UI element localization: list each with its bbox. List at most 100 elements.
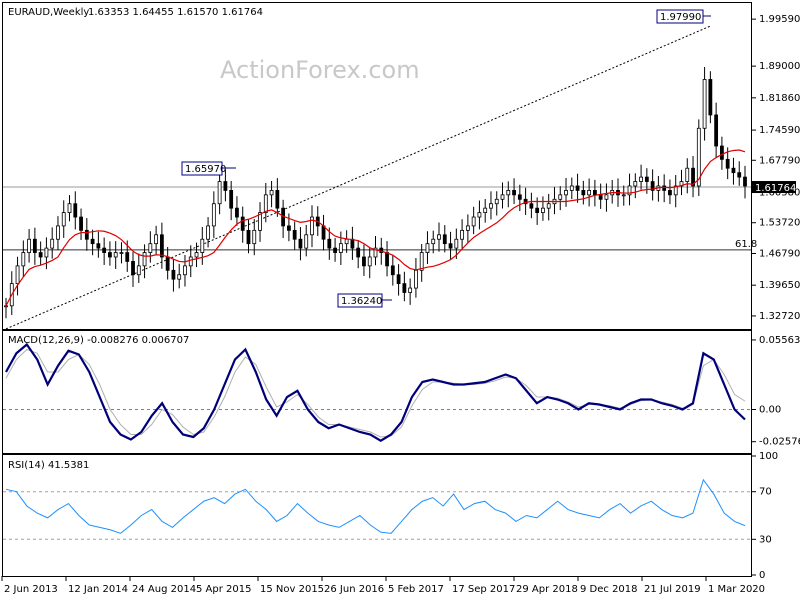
price-candle-body: [235, 207, 239, 218]
price-candle-body: [79, 216, 83, 231]
macd-panel-title: MACD(12,26,9) -0.008276 0.006707: [8, 335, 189, 346]
price-candle-body: [171, 269, 176, 280]
price-candle-body: [356, 247, 361, 258]
price-candle-body: [454, 238, 459, 249]
price-candle-body: [500, 194, 505, 200]
price-candle-body: [159, 234, 164, 258]
price-candle-body: [154, 234, 159, 245]
price-panel-title: EURAUD,Weekly: [8, 7, 89, 18]
price-candle-body: [529, 203, 534, 209]
price-ytick-label: 1.89000: [759, 61, 800, 72]
annotation-label: 1.97990: [660, 12, 701, 23]
macd-ytick-label: 0.00: [759, 405, 781, 416]
price-candle-body: [627, 185, 632, 196]
price-candle-body: [390, 265, 395, 276]
price-candle-body: [321, 225, 326, 240]
price-candle-body: [292, 229, 297, 240]
annotation-label: 1.65970: [185, 164, 226, 175]
price-candle-body: [471, 216, 476, 227]
price-candle-body: [229, 190, 234, 209]
price-candle-body: [131, 261, 135, 276]
price-candle-body: [338, 243, 343, 253]
price-candle-body: [512, 190, 516, 196]
price-candle-body: [592, 190, 597, 196]
price-candle-body: [725, 158, 730, 169]
price-candle-body: [494, 198, 499, 205]
rsi-panel-title: RSI(14) 41.5381: [8, 460, 89, 471]
price-candle-body: [211, 203, 216, 227]
price-ytick-label: 1.74590: [759, 125, 800, 136]
price-candle-body: [269, 190, 274, 196]
macd-panel-frame: [2, 330, 752, 454]
price-ytick-label: 1.32720: [759, 311, 800, 322]
price-candle-body: [246, 229, 251, 245]
price-candle-body: [604, 194, 609, 200]
price-candle-body: [44, 247, 49, 258]
x-tick-label: 2 Jun 2013: [4, 584, 58, 595]
price-candle-body: [442, 234, 447, 245]
price-candle-body: [506, 190, 511, 196]
price-candle-body: [731, 167, 736, 174]
price-ytick-label: 1.39650: [759, 280, 800, 291]
price-candle-body: [194, 252, 199, 258]
price-candle-body: [310, 216, 314, 236]
price-candle-body: [61, 212, 66, 227]
price-panel-frame: [2, 2, 752, 330]
price-candle-body: [32, 238, 37, 253]
watermark: ActionForex.com: [220, 56, 420, 84]
price-candle-body: [558, 194, 563, 200]
macd-ytick-label: 0.055637: [759, 335, 800, 346]
price-candle-body: [142, 252, 147, 267]
price-candle-body: [67, 203, 72, 214]
x-tick-label: 1 Mar 2020: [708, 584, 765, 595]
price-candle-body: [90, 238, 95, 245]
price-ytick-label: 1.46790: [759, 248, 800, 259]
price-candle-body: [188, 256, 193, 267]
price-candle-body: [575, 185, 580, 191]
x-tick-label: 24 Aug 2014: [132, 584, 196, 595]
rsi-layer: 100 70 30 0: [3, 451, 778, 581]
price-candle-body: [621, 194, 626, 197]
macd-line: [5, 342, 746, 443]
price-candle-body: [564, 190, 568, 196]
price-candle-body: [350, 238, 355, 249]
price-candle-body: [217, 181, 222, 205]
price-candle-body: [460, 229, 465, 240]
macd-signal-line: [5, 348, 746, 438]
price-ohlc-header: 1.63353 1.64455 1.61570 1.61764: [88, 7, 263, 18]
price-candle-body: [425, 243, 430, 253]
moving-average-line: [5, 149, 746, 307]
macd-layer: 0.055637 0.00 -0.02576: [3, 335, 800, 448]
price-candle-body: [720, 145, 724, 160]
price-candle-body: [489, 203, 493, 209]
price-candle-body: [327, 238, 332, 249]
price-ytick-label: 1.81860: [759, 93, 800, 104]
price-candle-body: [714, 114, 719, 147]
price-candle-body: [414, 269, 418, 289]
price-candle-body: [50, 238, 55, 249]
price-candle-body: [102, 247, 107, 253]
price-candle-body: [691, 167, 695, 187]
price-candle-body: [419, 252, 424, 271]
last-price-tag: [752, 181, 796, 194]
price-candle-body: [96, 243, 101, 249]
price-candle-body: [402, 283, 407, 293]
price-candle-body: [517, 194, 522, 200]
x-tick-label: 17 Sep 2017: [452, 584, 515, 595]
price-candle-body: [304, 234, 309, 249]
macd-ytick-label: -0.02576: [759, 437, 800, 448]
price-candle-body: [125, 252, 130, 262]
price-ytick-label: 1.99590: [759, 14, 800, 25]
price-candle-body: [650, 181, 655, 191]
price-candle-body: [286, 225, 291, 231]
price-candle-body: [344, 238, 349, 245]
price-candle-body: [633, 181, 638, 187]
rsi-ytick-label: 30: [759, 534, 772, 545]
price-candle-body: [546, 203, 551, 209]
price-candle-body: [541, 207, 545, 214]
price-candle-body: [15, 265, 20, 285]
price-candle-body: [73, 203, 78, 218]
x-tick-label: 9 Dec 2018: [580, 584, 638, 595]
